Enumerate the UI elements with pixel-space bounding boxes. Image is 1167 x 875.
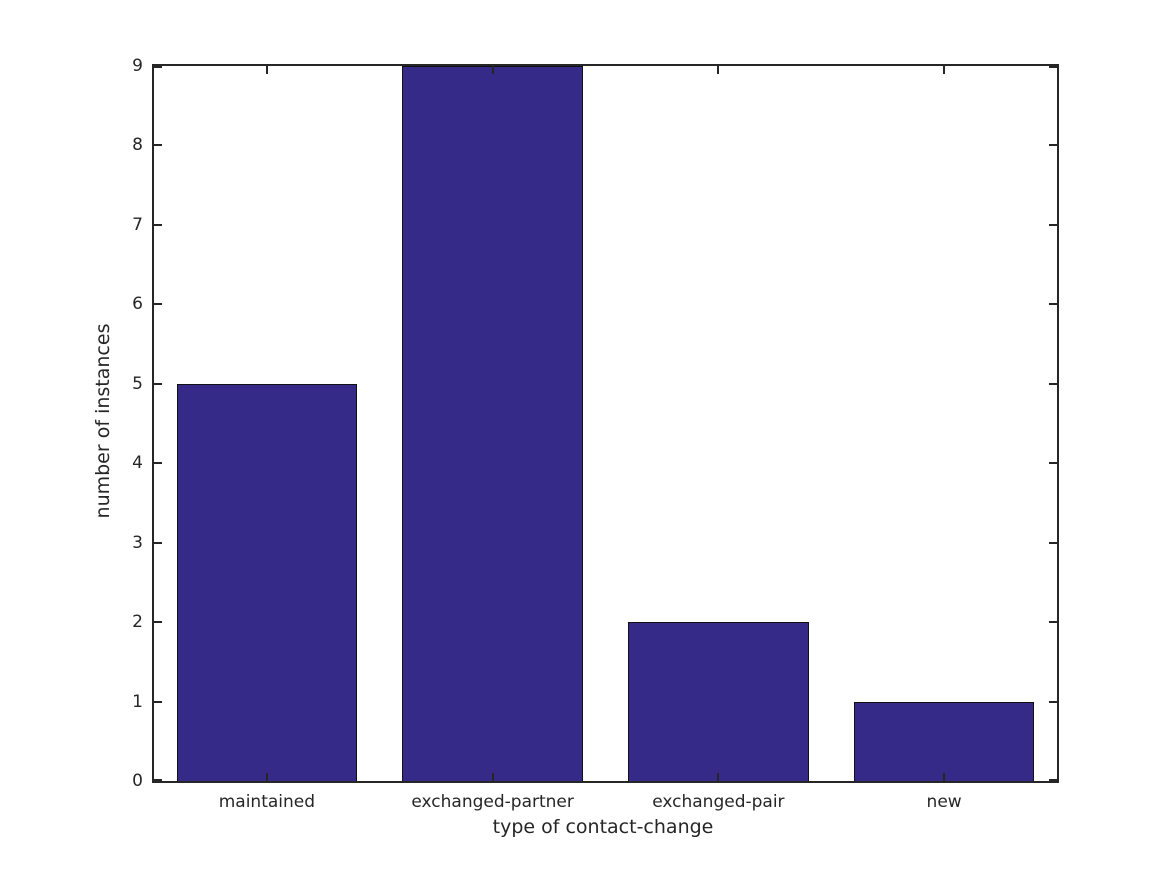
y-tick-label: 2 (132, 612, 143, 633)
y-tick-left (154, 779, 162, 781)
y-tick-label: 3 (132, 532, 143, 553)
x-tick-bottom (491, 773, 494, 781)
x-tick-label-exchanged-partner: exchanged-partner (411, 792, 574, 812)
y-tick-left (154, 462, 162, 465)
plot-area: 0 1 2 3 4 5 6 7 8 9 maintained exchanged-partner exc… (132, 56, 1059, 812)
y-tick-right (1049, 621, 1057, 624)
y-tick-left (154, 223, 162, 226)
y-tick-right (1049, 144, 1057, 147)
y-tick-label: 6 (132, 294, 143, 315)
y-tick-right (1049, 382, 1057, 385)
y-tick-left (154, 66, 162, 68)
bar-exchanged-partner (402, 66, 583, 781)
x-axis-label: type of contact-change (492, 816, 714, 838)
y-tick-label: 9 (132, 56, 143, 76)
y-tick-right (1049, 462, 1057, 465)
x-tick-bottom (265, 773, 268, 781)
y-tick-label: 5 (132, 373, 143, 394)
y-tick-label: 7 (132, 214, 143, 235)
y-tick-label: 4 (132, 453, 143, 474)
y-tick-left (154, 541, 162, 544)
y-tick-right (1049, 700, 1057, 703)
bar-maintained (176, 383, 358, 781)
y-tick-label: 1 (132, 691, 143, 712)
y-tick-label: 0 (132, 771, 143, 791)
y-tick-left (154, 700, 162, 703)
y-tick-label: 8 (132, 135, 143, 156)
x-tick-bottom (717, 773, 720, 781)
x-tick-label-maintained: maintained (218, 792, 316, 812)
y-tick-left (154, 144, 162, 147)
y-tick-left (154, 382, 162, 385)
x-tick-top (491, 66, 494, 74)
y-tick-right (1049, 779, 1057, 781)
x-tick-top (943, 66, 946, 74)
x-tick-top (265, 66, 268, 74)
y-tick-right (1049, 541, 1057, 544)
x-tick-label-new: new (926, 792, 962, 812)
x-tick-bottom (943, 773, 946, 781)
y-tick-left (154, 621, 162, 624)
y-tick-right (1049, 223, 1057, 226)
y-tick-right (1049, 66, 1057, 68)
y-axis-label: number of instances (92, 323, 114, 519)
y-tick-right (1049, 303, 1057, 306)
x-tick-top (717, 66, 720, 74)
x-tick-label-exchanged-pair: exchanged-pair (652, 792, 785, 812)
bar-new (853, 701, 1035, 781)
bar-exchanged-pair (628, 622, 809, 781)
y-tick-left (154, 303, 162, 306)
